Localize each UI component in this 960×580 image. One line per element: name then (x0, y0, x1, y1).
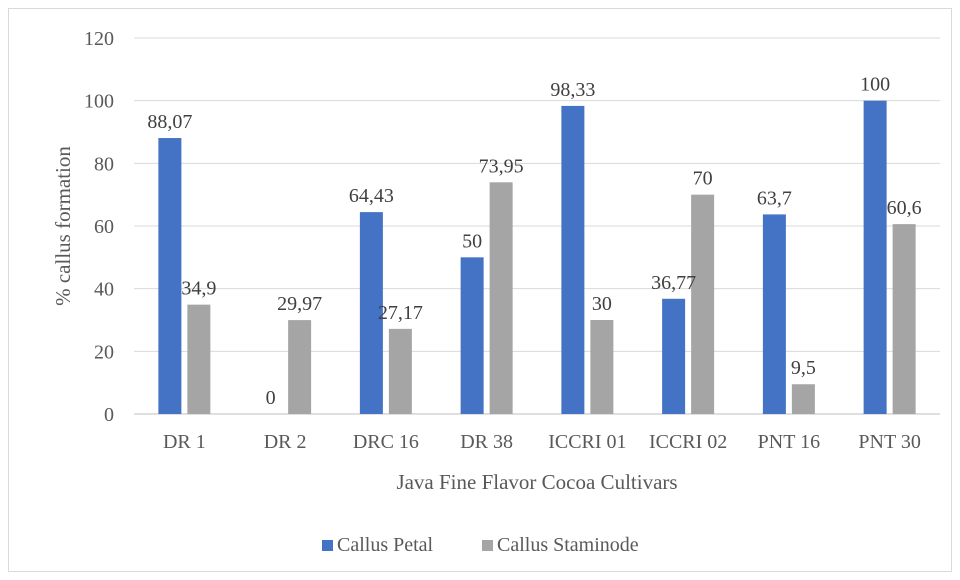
data-label-callus-staminode-dr-38: 73,95 (479, 155, 524, 177)
x-tick-label-dr-38: DR 38 (460, 431, 513, 453)
legend: Callus Petal Callus Staminode (322, 534, 639, 556)
bar-callus-staminode-dr-2 (288, 320, 312, 414)
y-axis-title: % callus formation (51, 146, 75, 306)
data-label-callus-staminode-iccri-01: 30 (592, 293, 612, 315)
bar-callus-petal-iccri-02 (662, 298, 686, 414)
bar-callus-staminode-iccri-01 (590, 320, 614, 414)
bar-callus-petal-drc-16 (359, 212, 383, 414)
bar-callus-petal-pnt-30 (863, 100, 887, 415)
data-label-callus-petal-iccri-02: 36,77 (651, 272, 696, 294)
data-label-callus-petal-iccri-01: 98,33 (550, 79, 595, 101)
y-tick-label-0: 0 (104, 404, 114, 426)
data-label-callus-petal-pnt-16: 63,7 (757, 187, 792, 209)
data-label-callus-staminode-dr-2: 29,97 (277, 293, 322, 315)
x-tick-label-iccri-01: ICCRI 01 (548, 431, 626, 453)
legend-swatch-callus-staminode (482, 540, 493, 551)
x-axis-ticks: DR 1 DR 2 DRC 16 DR 38 ICCRI 01 ICCRI 02 PNT 1… (163, 431, 921, 453)
x-tick-label-dr-2: DR 2 (264, 431, 307, 453)
bar-callus-staminode-pnt-16 (791, 384, 815, 414)
y-tick-label-80: 80 (94, 153, 114, 175)
y-tick-label-60: 60 (94, 216, 114, 238)
x-tick-label-drc-16: DRC 16 (353, 431, 419, 453)
y-axis-ticks: 0 20 40 60 80 100 120 (84, 28, 114, 426)
x-axis-title: Java Fine Flavor Cocoa Cultivars (396, 470, 677, 494)
data-label-callus-staminode-pnt-16: 9,5 (791, 357, 816, 379)
data-label-callus-petal-dr-1: 88,07 (147, 111, 192, 133)
data-label-callus-staminode-pnt-30: 60,6 (887, 197, 922, 219)
x-tick-label-pnt-30: PNT 30 (858, 431, 920, 453)
bar-callus-petal-pnt-16 (762, 214, 786, 414)
y-tick-label-20: 20 (94, 341, 114, 363)
legend-label-callus-petal: Callus Petal (337, 534, 434, 556)
bars (158, 100, 916, 415)
data-label-callus-petal-dr-38: 50 (462, 230, 482, 252)
bar-callus-petal-dr-38 (460, 257, 484, 414)
gridlines (134, 37, 940, 415)
bar-callus-staminode-drc-16 (388, 328, 412, 414)
y-tick-label-120: 120 (84, 28, 114, 50)
y-tick-label-100: 100 (84, 91, 114, 113)
bar-callus-petal-iccri-01 (561, 105, 585, 415)
legend-swatch-callus-petal (322, 540, 333, 551)
data-label-callus-petal-drc-16: 64,43 (349, 185, 394, 207)
data-labels: 88,07 34,9 0 29,97 64,43 27,17 50 73,95 98,33 30 3… (147, 74, 921, 409)
data-label-callus-staminode-dr-1: 34,9 (181, 278, 216, 300)
legend-label-callus-staminode: Callus Staminode (497, 534, 639, 556)
x-tick-label-pnt-16: PNT 16 (758, 431, 820, 453)
bar-callus-staminode-dr-38 (489, 182, 513, 414)
data-label-callus-staminode-drc-16: 27,17 (378, 302, 423, 324)
y-tick-label-40: 40 (94, 279, 114, 301)
bar-callus-staminode-iccri-02 (691, 194, 715, 414)
bar-callus-staminode-pnt-30 (892, 224, 916, 414)
data-label-callus-petal-pnt-30: 100 (860, 74, 890, 96)
bar-callus-petal-dr-1 (158, 138, 182, 414)
bar-callus-staminode-dr-1 (187, 304, 211, 414)
data-label-callus-staminode-iccri-02: 70 (693, 168, 713, 190)
x-tick-label-dr-1: DR 1 (163, 431, 206, 453)
x-tick-label-iccri-02: ICCRI 02 (649, 431, 727, 453)
data-label-callus-petal-dr-2: 0 (266, 387, 276, 409)
